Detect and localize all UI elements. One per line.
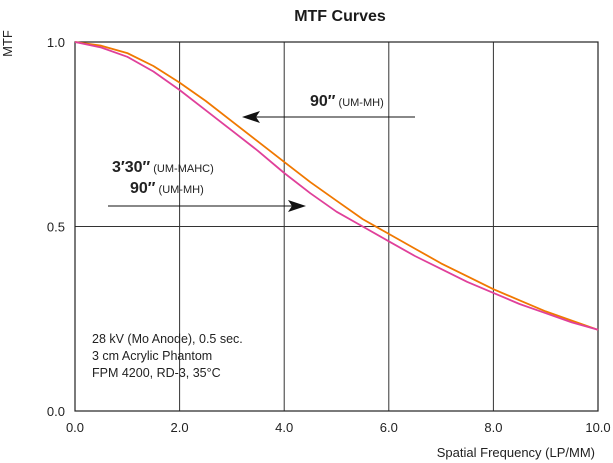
note-line: 28 kV (Mo Anode), 0.5 sec. <box>92 332 243 346</box>
annotation-main: 90″ <box>310 93 336 110</box>
plot-frame <box>74 41 599 412</box>
annotation-sub: (UM-MAHC) <box>153 163 214 175</box>
annotation-main: 90″ <box>130 180 156 197</box>
arrowhead-bottom <box>288 200 306 212</box>
x-tick-label: 8.0 <box>484 420 502 435</box>
y-tick-label: 0.0 <box>47 404 65 419</box>
x-axis-label: Spatial Frequency (LP/MM) <box>436 445 595 460</box>
y-tick-label: 1.0 <box>47 35 65 50</box>
annotation-arrows <box>108 111 415 212</box>
x-tick-label: 0.0 <box>66 420 84 435</box>
annotation-main: 3′30″ <box>112 159 151 176</box>
x-tick-label: 6.0 <box>380 420 398 435</box>
chart-title: MTF Curves <box>294 8 386 25</box>
note-line: FPM 4200, RD-3, 35°C <box>92 366 221 380</box>
exposure-notes: 28 kV (Mo Anode), 0.5 sec. 3 cm Acrylic … <box>92 331 243 382</box>
annotation-330: 3′30″ (UM-MAHC) <box>112 159 214 177</box>
series-line <box>74 41 599 331</box>
arrowhead-top <box>242 111 260 123</box>
annotation-sub: (UM-MH) <box>338 97 384 109</box>
tick-labels: 0.0 2.0 4.0 6.0 8.0 10.0 0.0 0.5 1.0 <box>47 35 611 435</box>
series-line <box>74 41 599 331</box>
x-tick-label: 10.0 <box>585 420 610 435</box>
annotation-90-bottom: 90″ (UM-MH) <box>130 180 204 198</box>
note-line: 3 cm Acrylic Phantom <box>92 349 213 363</box>
chart-axes <box>74 41 599 412</box>
annotation-90-top: 90″ (UM-MH) <box>310 93 384 111</box>
x-tick-label: 2.0 <box>171 420 189 435</box>
y-axis-label: MTF <box>0 30 15 57</box>
series-lines <box>74 41 599 331</box>
annotation-sub: (UM-MH) <box>158 184 204 196</box>
y-tick-label: 0.5 <box>47 220 65 235</box>
x-tick-label: 4.0 <box>275 420 293 435</box>
